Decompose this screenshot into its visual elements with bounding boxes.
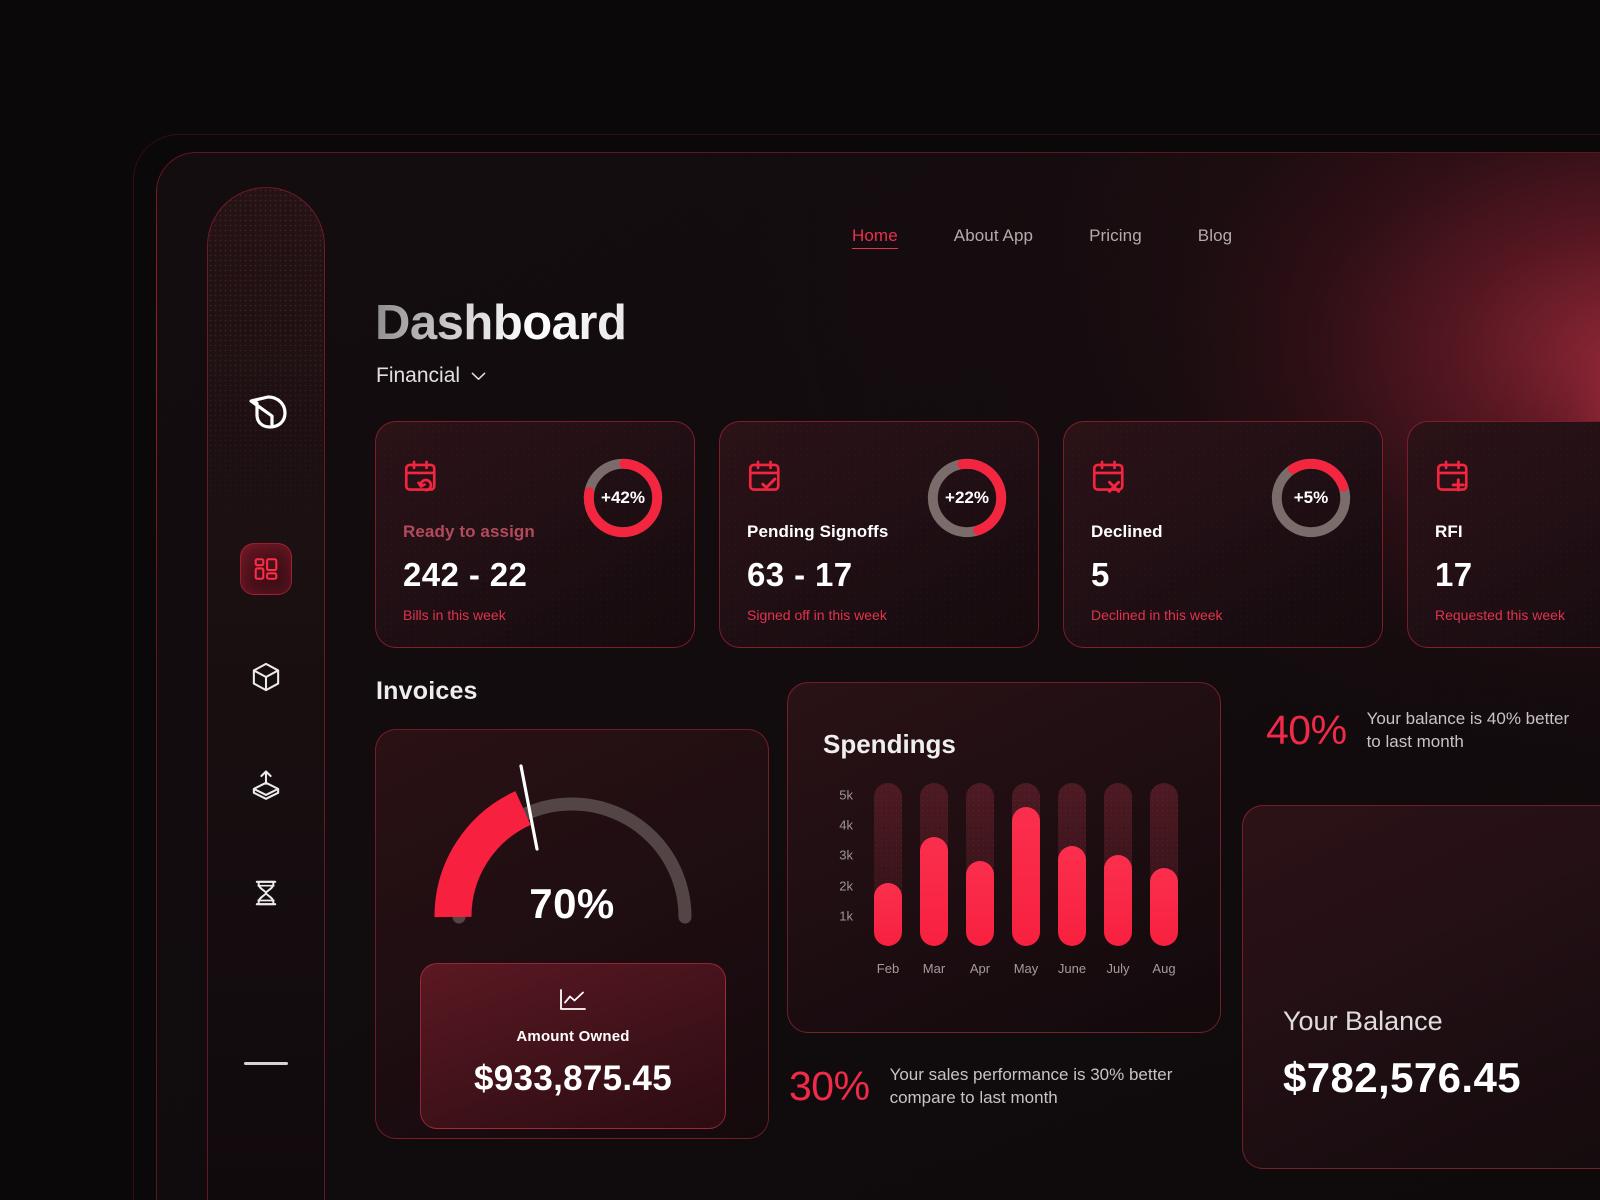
your-balance-card: Your Balance $782,576.45 — [1242, 805, 1600, 1169]
chart-x-tick: Mar — [922, 961, 946, 976]
hourglass-icon — [255, 880, 277, 906]
chart-y-tick: 4k — [839, 817, 853, 833]
calendar-check-icon — [746, 458, 786, 503]
stat-label: Declined — [1091, 522, 1163, 541]
chart-x-tick: Feb — [876, 961, 900, 976]
sales-insight-percent: 30% — [789, 1063, 870, 1109]
stat-ring-label: +42% — [601, 488, 645, 507]
chart-bar[interactable] — [865, 783, 911, 946]
chart-bar-fill — [966, 861, 994, 946]
chart-x-tick: May — [1013, 961, 1039, 976]
nav-item-blog[interactable]: Blog — [1197, 226, 1233, 245]
stat-value: 17 — [1435, 556, 1473, 593]
chart-x-tick: Aug — [1152, 961, 1176, 976]
nav-item-home[interactable]: Home — [852, 226, 898, 249]
calendar-x-icon — [1090, 458, 1130, 503]
stat-value: 242 - 22 — [403, 556, 528, 593]
chart-y-tick: 5k — [839, 787, 853, 803]
top-navigation: Home About App Pricing Blog — [852, 226, 1232, 249]
chart-x-tick: July — [1106, 961, 1130, 976]
dashboard-filter-label: Financial — [376, 364, 461, 387]
stat-sub-label: Declined in this week — [1091, 607, 1223, 623]
progress-ring — [1271, 458, 1351, 538]
stat-value: 5 — [1091, 556, 1110, 593]
line-chart-icon — [558, 988, 588, 1019]
chart-x-tick: Apr — [969, 961, 991, 976]
sidebar-item-dashboard[interactable] — [240, 543, 292, 595]
chart-bars — [865, 783, 1195, 946]
chart-bar-fill — [874, 883, 902, 946]
spendings-title: Spendings — [823, 729, 956, 759]
chart-bar-fill — [920, 837, 948, 946]
chart-y-tick: 3k — [839, 847, 853, 863]
calendar-plus-icon — [1434, 458, 1474, 503]
invoice-gauge — [434, 764, 692, 924]
chart-bar-fill — [1012, 807, 1040, 946]
sidebar-item-deploy[interactable] — [240, 759, 292, 811]
invoices-section-title: Invoices — [376, 677, 478, 705]
stat-ring-label: +22% — [945, 488, 989, 507]
cube-icon — [252, 662, 280, 692]
invoice-gauge-card: 70% Amount Owned $933,875.45 — [375, 729, 769, 1139]
amount-owned-label: Amount Owned — [516, 1028, 630, 1045]
balance-label: Your Balance — [1283, 1006, 1443, 1036]
sidebar-divider — [244, 1062, 288, 1065]
spendings-bar-chart: 5k 4k 3k 2k 1k Feb Mar Apr May June July Aug — [823, 783, 1193, 983]
stat-ring-label: +5% — [1293, 488, 1329, 507]
chart-bar[interactable] — [1141, 783, 1187, 946]
chart-x-axis: Feb Mar Apr May June July Aug — [865, 961, 1195, 976]
spendings-card: Spendings 5k 4k 3k 2k 1k Feb Mar Apr May June Jul… — [787, 682, 1221, 1033]
chart-y-tick: 1k — [839, 908, 853, 924]
chart-bar[interactable] — [1095, 783, 1141, 946]
stat-value: 63 - 17 — [747, 556, 853, 593]
nav-item-pricing[interactable]: Pricing — [1089, 226, 1142, 245]
stat-label: Ready to assign — [403, 522, 535, 541]
chevron-down-icon — [471, 372, 486, 380]
page-title: Dashboard — [375, 296, 627, 350]
balance-insight-text: Your balance is 40% better to last month — [1366, 708, 1570, 751]
stat-sub-label: Bills in this week — [403, 607, 506, 623]
dashboard-filter-dropdown[interactable]: Financial — [376, 364, 486, 388]
chart-bar-fill — [1058, 846, 1086, 946]
dashboard-grid-icon — [254, 558, 278, 580]
stat-card-declined[interactable]: +5% Declined 5 Declined in this week — [1063, 421, 1383, 648]
chart-y-axis: 5k 4k 3k 2k 1k — [823, 783, 853, 943]
stat-sub-label: Requested this week — [1435, 607, 1565, 623]
progress-ring — [927, 458, 1007, 538]
chart-y-tick: 2k — [839, 878, 853, 894]
chart-bar[interactable] — [1003, 783, 1049, 946]
amount-owned-card: Amount Owned $933,875.45 — [420, 963, 726, 1129]
sidebar-item-products[interactable] — [240, 651, 292, 703]
chart-bar[interactable] — [1049, 783, 1095, 946]
chart-x-tick: June — [1057, 961, 1087, 976]
balance-insight-percent: 40% — [1266, 707, 1347, 753]
balance-insight: 40% Your balance is 40% better to last m… — [1266, 707, 1569, 754]
sales-insight: 30% Your sales performance is 30% better… — [789, 1063, 1172, 1110]
stat-card-pending-signoffs[interactable]: +22% Pending Signoffs 63 - 17 Signed off… — [719, 421, 1039, 648]
stat-card-rfi[interactable]: RFI 17 Requested this week — [1407, 421, 1600, 648]
stat-card-row: +42% Ready to assign 242 - 22 Bills in t… — [375, 421, 1600, 648]
invoice-gauge-percent: 70% — [529, 880, 615, 927]
chart-bar-fill — [1104, 855, 1132, 946]
box-upload-icon — [252, 770, 280, 800]
leaf-d-logo — [238, 382, 294, 438]
balance-value: $782,576.45 — [1283, 1054, 1521, 1101]
stat-label: Pending Signoffs — [747, 522, 889, 541]
sales-insight-text: Your sales performance is 30% better com… — [889, 1064, 1173, 1107]
stat-sub-label: Signed off in this week — [747, 607, 887, 623]
stat-label: RFI — [1435, 522, 1463, 541]
chart-bar-fill — [1150, 868, 1178, 946]
chart-bar[interactable] — [911, 783, 957, 946]
amount-owned-value: $933,875.45 — [474, 1059, 672, 1098]
stat-card-ready-to-assign[interactable]: +42% Ready to assign 242 - 22 Bills in t… — [375, 421, 695, 648]
calendar-sync-icon — [402, 458, 442, 503]
chart-bar[interactable] — [957, 783, 1003, 946]
progress-ring — [583, 458, 663, 538]
nav-item-about-app[interactable]: About App — [953, 226, 1034, 245]
sidebar-item-history[interactable] — [240, 867, 292, 919]
